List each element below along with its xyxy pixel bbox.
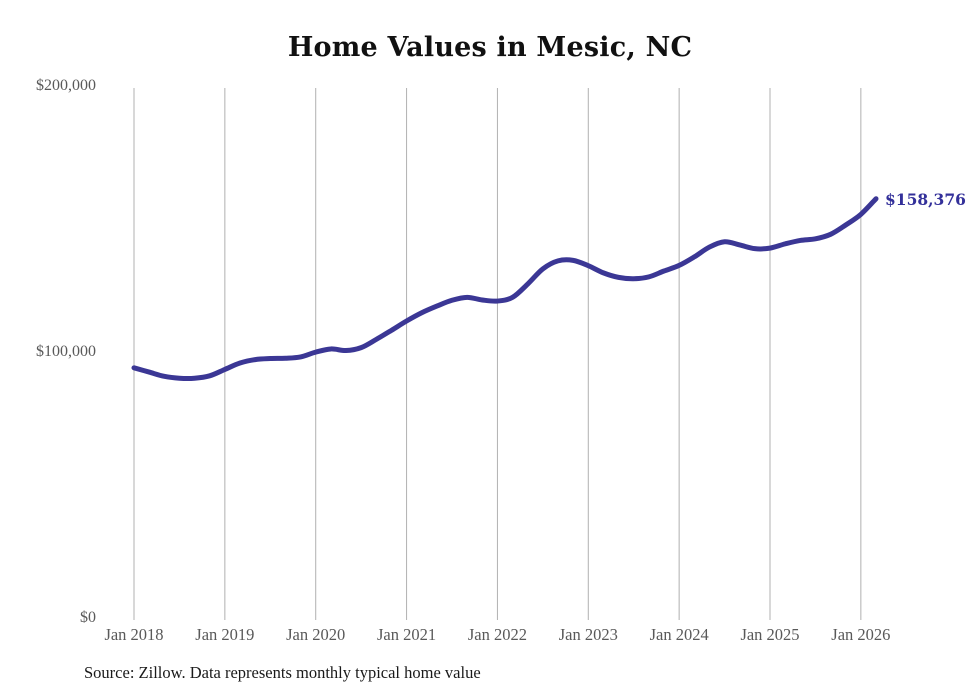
x-axis-tick-label: Jan 2023 [558,625,618,644]
x-axis-tick-label: Jan 2021 [377,625,437,644]
y-axis-tick-label: $0 [80,609,96,626]
x-axis-tick-label: Jan 2018 [104,625,164,644]
end-value-annotation: $158,376 [885,189,966,209]
x-axis-tick-label: Jan 2022 [467,625,527,644]
page-title: Home Values in Mesic, NC [287,32,693,63]
x-axis-tick-label: Jan 2020 [286,625,346,644]
data-line [131,196,879,381]
x-axis-tick-label: Jan 2024 [649,625,709,644]
x-axis-tick-label: Jan 2025 [740,625,800,644]
y-axis-tick-label: $100,000 [36,343,96,360]
gridlines-group [133,88,862,620]
data-line-group [131,196,879,381]
x-axis-tick-label: Jan 2019 [195,625,255,644]
x-axis-tick-label: Jan 2026 [831,625,891,644]
source-note: Source: Zillow. Data represents monthly … [84,663,481,682]
y-axis-tick-label: $200,000 [36,77,96,94]
